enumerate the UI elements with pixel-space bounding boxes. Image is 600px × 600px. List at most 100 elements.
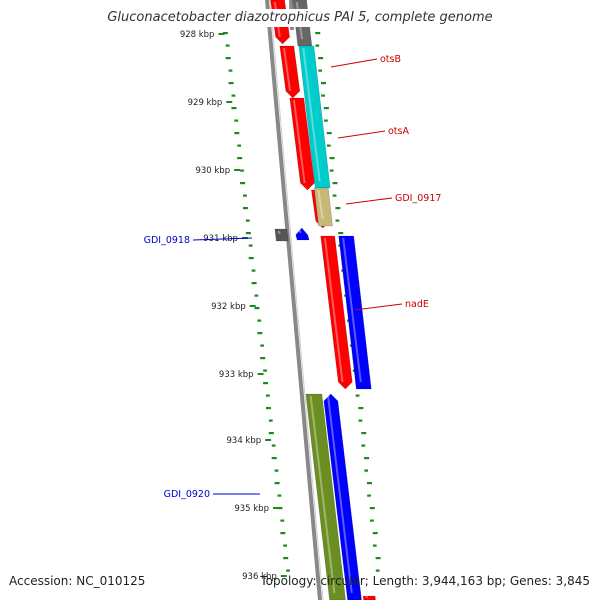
gene-red-nadE (320, 235, 353, 390)
gc-dot (266, 394, 270, 397)
gene-red-nadE-shade (323, 237, 344, 383)
kbp-label: 935 kbp (234, 504, 269, 514)
gc-dot (280, 519, 285, 522)
gc-dot (329, 169, 334, 172)
gc-dot (274, 469, 279, 472)
gc-dot (274, 482, 280, 485)
gc-dot (324, 119, 328, 122)
gc-dot (243, 194, 247, 197)
gc-dot (245, 232, 251, 235)
gc-dot (338, 232, 344, 235)
gene-label-gdi_0918: GDI_0918 (144, 235, 190, 246)
gene-blue-lower (323, 393, 362, 600)
gc-dot (260, 344, 265, 347)
gc-dot (361, 444, 366, 447)
map-title: Gluconacetobacter diazotrophicus PAI 5, … (0, 9, 600, 27)
gc-dot (248, 244, 253, 247)
gc-dot (321, 94, 325, 97)
kbp-label: 933 kbp (219, 370, 254, 380)
kbp-tick (218, 33, 225, 35)
gc-dot (254, 294, 259, 297)
gene-GDI_0917 (313, 187, 333, 227)
gc-dot (234, 119, 239, 122)
gc-dot (251, 269, 256, 272)
gc-dot (335, 207, 341, 210)
gene-otsB-otsA (298, 45, 331, 189)
gc-dot (326, 132, 332, 135)
kbp-label: 932 kbp (211, 302, 246, 312)
label-leader-line (354, 303, 403, 311)
gc-dot (225, 57, 231, 60)
gene-GDI_0920-shade (309, 395, 336, 594)
gene-red-a (279, 45, 301, 99)
label-leader-line (337, 130, 386, 139)
gene-GDI_0918-gray (274, 228, 289, 242)
gc-dot (222, 32, 228, 35)
gc-dot (375, 569, 380, 572)
kbp-tick (249, 305, 256, 307)
gc-dot (242, 207, 248, 210)
gc-dot (323, 107, 329, 110)
gene-red-a-shade (283, 47, 292, 92)
kbp-tick (265, 439, 272, 441)
gc-dot (240, 182, 246, 185)
kbp-tick (234, 169, 241, 171)
gc-dot (254, 307, 260, 310)
gc-dot (361, 432, 367, 435)
gc-dot (277, 507, 283, 510)
gc-dot (240, 169, 244, 172)
gc-dot (257, 319, 262, 322)
label-leader-line (192, 237, 253, 241)
gc-dot (335, 219, 340, 222)
gene-label-nade: nadE (405, 299, 429, 310)
gc-dot (320, 82, 326, 85)
gc-dot (257, 332, 263, 335)
gc-dot (315, 32, 321, 35)
gc-dot (237, 157, 243, 160)
gc-dot (280, 532, 286, 535)
gc-dot (367, 494, 371, 497)
gene-red-b-shade (293, 99, 306, 184)
gene-label-gdi_0920: GDI_0920 (164, 489, 210, 500)
gc-dot (231, 107, 237, 110)
gc-dot (268, 419, 273, 422)
gc-dot (268, 432, 274, 435)
gc-dot (277, 494, 282, 497)
gc-dot (225, 44, 230, 47)
gc-dot (260, 357, 266, 360)
gc-dot (231, 94, 236, 97)
gene-label-otsb: otsB (380, 54, 401, 65)
gene-label-layer: otsB otsA GDI_0917 nadE GDI_0918 GDI_0920 (144, 54, 442, 500)
gene-blue-nadE (338, 235, 372, 390)
gc-dot (315, 44, 320, 47)
backbone-highlight (269, 0, 324, 600)
gc-dot (358, 419, 363, 422)
gc-dot (364, 469, 369, 472)
kbp-label: 930 kbp (195, 166, 230, 176)
gc-dot (245, 219, 250, 222)
topology-text: Topology: circular; Length: 3,944,163 bp… (260, 574, 590, 588)
gc-dot (332, 194, 337, 197)
gc-dot (372, 532, 378, 535)
label-leader-line (330, 58, 378, 68)
kbp-tick (226, 101, 233, 103)
gc-dot (271, 457, 277, 460)
gc-dot (271, 444, 276, 447)
gene-track (270, 0, 376, 600)
gc-dot (355, 394, 360, 397)
gene-GDI_0920 (305, 393, 346, 600)
gc-dot (370, 519, 374, 522)
gene-GDI_0918-blue (295, 227, 310, 241)
gc-dot (329, 157, 335, 160)
gc-dot (265, 407, 271, 410)
gc-dot (369, 507, 375, 510)
gc-dot (326, 144, 331, 147)
gc-dot (283, 544, 288, 547)
gc-dot (234, 132, 240, 135)
kbp-label: 936 kbp (242, 572, 277, 582)
gc-dot (372, 544, 377, 547)
gene-GDI_0918-gray-shade (277, 230, 281, 235)
accession-text: Accession: NC_010125 (9, 574, 146, 588)
